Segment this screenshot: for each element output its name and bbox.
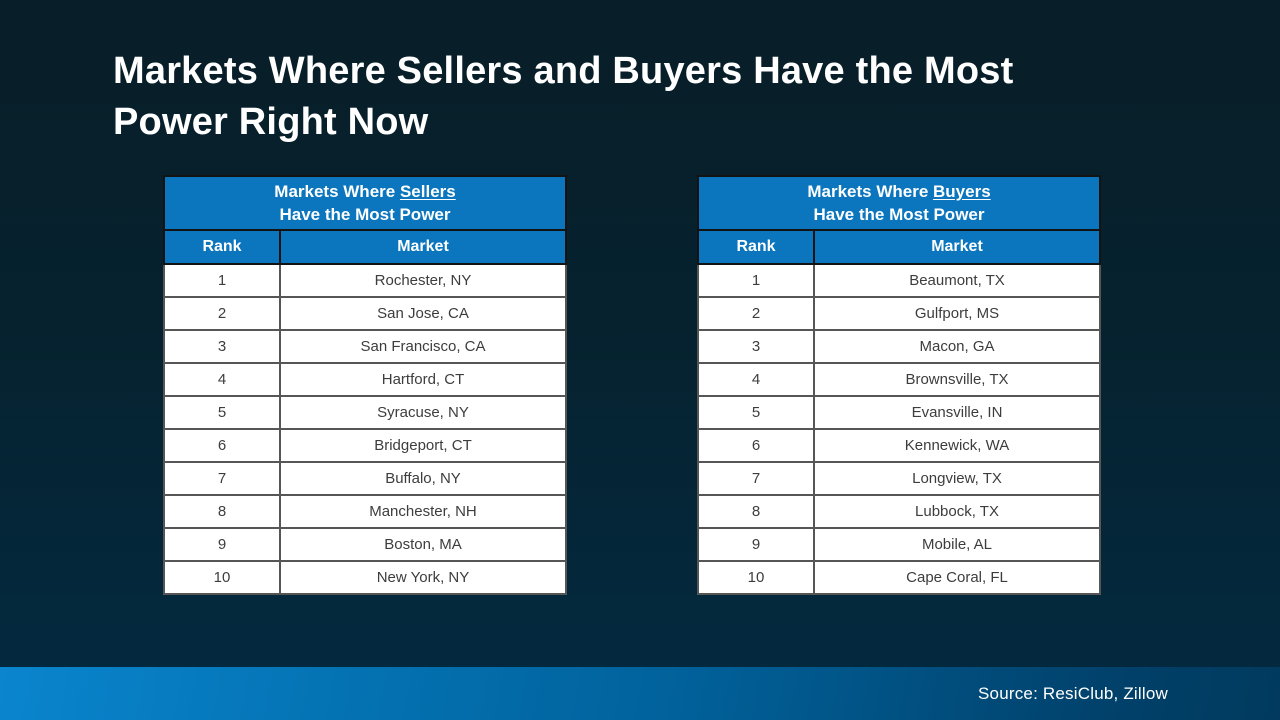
table-row: 1 Beaumont, TX (697, 263, 1101, 298)
rank-cell: 8 (163, 494, 281, 529)
rank-cell: 2 (697, 296, 815, 331)
page-title: Markets Where Sellers and Buyers Have th… (113, 50, 1014, 143)
footer-bar: Source: ResiClub, Zillow (0, 667, 1280, 720)
market-cell: New York, NY (279, 560, 567, 595)
rank-cell: 4 (697, 362, 815, 397)
table-row: 7 Buffalo, NY (163, 461, 567, 496)
market-cell: Cape Coral, FL (813, 560, 1101, 595)
market-cell: Macon, GA (813, 329, 1101, 364)
sellers-table-title-emphasis: Sellers (399, 182, 456, 201)
rank-cell: 10 (163, 560, 281, 595)
rank-cell: 7 (697, 461, 815, 496)
market-cell: Kennewick, WA (813, 428, 1101, 463)
rank-cell: 6 (697, 428, 815, 463)
buyers-table: Markets Where Buyers Have the Most Power… (697, 175, 1101, 595)
rank-cell: 3 (697, 329, 815, 364)
market-cell: Bridgeport, CT (279, 428, 567, 463)
table-row: 1 Rochester, NY (163, 263, 567, 298)
sellers-table-title-prefix: Markets Where (274, 182, 400, 201)
buyers-table-title-prefix: Markets Where (807, 182, 934, 201)
table-row: 6 Bridgeport, CT (163, 428, 567, 463)
rank-column-header: Rank (697, 229, 815, 265)
sellers-table-title: Markets Where Sellers Have the Most Powe… (163, 175, 567, 231)
sellers-table-title-line2: Have the Most Power (279, 205, 451, 224)
market-cell: San Jose, CA (279, 296, 567, 331)
rank-cell: 6 (163, 428, 281, 463)
table-row: 10 New York, NY (163, 560, 567, 595)
market-cell: Longview, TX (813, 461, 1101, 496)
rank-cell: 4 (163, 362, 281, 397)
buyers-table-title-line2: Have the Most Power (813, 205, 985, 224)
market-cell: Evansville, IN (813, 395, 1101, 430)
table-row: 8 Manchester, NH (163, 494, 567, 529)
table-row: 4 Hartford, CT (163, 362, 567, 397)
rank-cell: 1 (697, 263, 815, 298)
market-column-header: Market (279, 229, 567, 265)
rank-cell: 5 (163, 395, 281, 430)
market-cell: Mobile, AL (813, 527, 1101, 562)
market-cell: Beaumont, TX (813, 263, 1101, 298)
market-cell: Syracuse, NY (279, 395, 567, 430)
market-cell: Hartford, CT (279, 362, 567, 397)
market-cell: Brownsville, TX (813, 362, 1101, 397)
table-row: 8 Lubbock, TX (697, 494, 1101, 529)
market-column-header: Market (813, 229, 1101, 265)
rank-cell: 2 (163, 296, 281, 331)
source-text: Source: ResiClub, Zillow (978, 683, 1168, 703)
rank-cell: 9 (163, 527, 281, 562)
market-cell: Lubbock, TX (813, 494, 1101, 529)
market-cell: Rochester, NY (279, 263, 567, 298)
table-row: 2 Gulfport, MS (697, 296, 1101, 331)
market-cell: San Francisco, CA (279, 329, 567, 364)
table-row: 3 San Francisco, CA (163, 329, 567, 364)
buyers-table-title: Markets Where Buyers Have the Most Power (697, 175, 1101, 231)
table-row: 3 Macon, GA (697, 329, 1101, 364)
market-cell: Buffalo, NY (279, 461, 567, 496)
table-row: 7 Longview, TX (697, 461, 1101, 496)
table-row: 9 Boston, MA (163, 527, 567, 562)
market-cell: Gulfport, MS (813, 296, 1101, 331)
sellers-table: Markets Where Sellers Have the Most Powe… (163, 175, 567, 595)
rank-cell: 7 (163, 461, 281, 496)
rank-column-header: Rank (163, 229, 281, 265)
market-cell: Manchester, NH (279, 494, 567, 529)
market-cell: Boston, MA (279, 527, 567, 562)
rank-cell: 8 (697, 494, 815, 529)
table-row: 4 Brownsville, TX (697, 362, 1101, 397)
buyers-table-title-emphasis: Buyers (933, 182, 991, 201)
table-row: 10 Cape Coral, FL (697, 560, 1101, 595)
table-row: 2 San Jose, CA (163, 296, 567, 331)
rank-cell: 9 (697, 527, 815, 562)
rank-cell: 3 (163, 329, 281, 364)
table-row: 6 Kennewick, WA (697, 428, 1101, 463)
rank-cell: 10 (697, 560, 815, 595)
table-row: 9 Mobile, AL (697, 527, 1101, 562)
rank-cell: 5 (697, 395, 815, 430)
rank-cell: 1 (163, 263, 281, 298)
table-row: 5 Evansville, IN (697, 395, 1101, 430)
table-row: 5 Syracuse, NY (163, 395, 567, 430)
